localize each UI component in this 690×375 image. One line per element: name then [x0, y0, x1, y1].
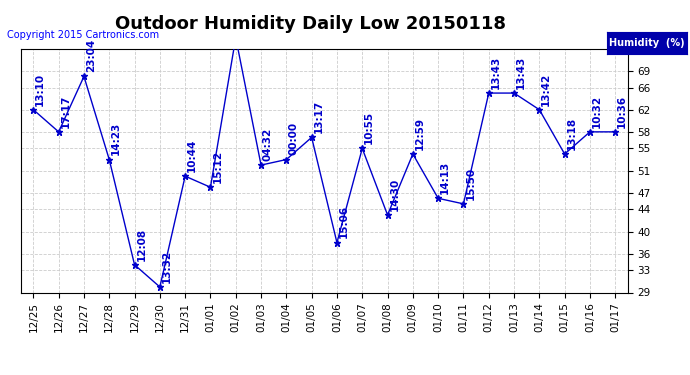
Text: 15:12: 15:12 [213, 150, 222, 183]
Text: 02:46: 02:46 [0, 374, 1, 375]
Text: 13:32: 13:32 [161, 250, 172, 283]
Text: 13:43: 13:43 [516, 56, 526, 89]
Text: 14:13: 14:13 [440, 161, 450, 194]
Text: Outdoor Humidity Daily Low 20150118: Outdoor Humidity Daily Low 20150118 [115, 15, 506, 33]
Text: 14:30: 14:30 [389, 177, 400, 211]
Text: 13:42: 13:42 [541, 72, 551, 105]
Text: 15:50: 15:50 [465, 166, 475, 200]
Text: 12:08: 12:08 [137, 228, 146, 261]
Text: 13:18: 13:18 [566, 117, 577, 150]
Text: 13:10: 13:10 [35, 72, 46, 105]
Text: 23:04: 23:04 [86, 39, 96, 72]
Text: Copyright 2015 Cartronics.com: Copyright 2015 Cartronics.com [7, 30, 159, 40]
Text: 12:59: 12:59 [415, 117, 425, 150]
Text: 10:55: 10:55 [364, 111, 374, 144]
Text: 10:36: 10:36 [617, 94, 627, 128]
Text: 04:32: 04:32 [263, 128, 273, 161]
Text: 14:23: 14:23 [111, 122, 121, 155]
Text: 10:44: 10:44 [187, 139, 197, 172]
Text: 10:32: 10:32 [592, 94, 602, 128]
Text: 15:06: 15:06 [339, 206, 349, 238]
Text: 13:43: 13:43 [491, 56, 501, 89]
Text: Humidity  (%): Humidity (%) [609, 38, 684, 48]
Text: 00:00: 00:00 [288, 122, 298, 155]
Text: 13:17: 13:17 [313, 100, 324, 133]
Text: 17:17: 17:17 [61, 94, 70, 128]
